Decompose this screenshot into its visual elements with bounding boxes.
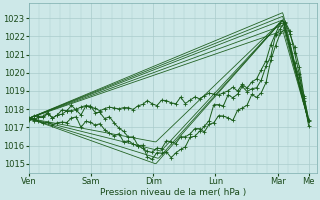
X-axis label: Pression niveau de la mer( hPa ): Pression niveau de la mer( hPa ) [100,188,246,197]
